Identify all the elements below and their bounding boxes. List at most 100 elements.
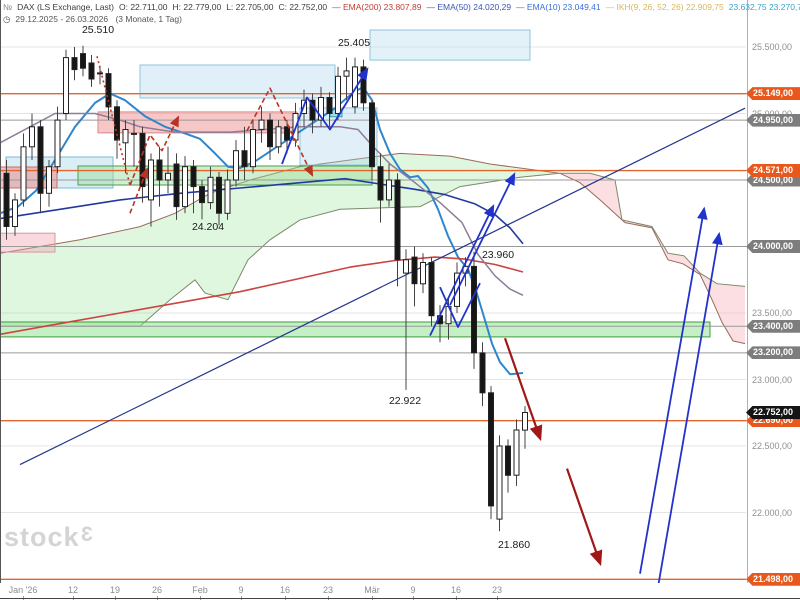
indicator-legend[interactable]: № DAX (LS Exchange, Last) O: 22.711,00 H: 2… (3, 2, 800, 12)
candle (275, 120, 282, 154)
watermark-digit: 3 (79, 523, 93, 546)
red-dashed-annotation (246, 87, 314, 177)
legend-item: — IKH(9, 26, 52, 26) 22.909,75 (605, 2, 724, 12)
band-green-lower (0, 321, 711, 338)
legend-item: — EMA(50) 24.020,29 (426, 2, 512, 12)
candle (139, 126, 146, 203)
red-dashed-annotation (96, 56, 131, 186)
interval-label: (3 Monate, 1 Tag) (115, 14, 182, 24)
red-dashed-annotation (129, 115, 180, 186)
chart-canvas[interactable]: 25.510 25.405 24.204 23.960 22.922 21.860 (0, 0, 747, 583)
price-tick-label: 22.000,00 (752, 507, 793, 518)
box-blue-top (369, 29, 531, 61)
kijun-line (0, 112, 524, 296)
candle (20, 133, 27, 207)
red-down-arrow (565, 468, 603, 567)
candle (80, 45, 86, 77)
candle (3, 160, 10, 240)
legend-item: № (3, 2, 13, 12)
blue-trend-arrow (281, 67, 369, 165)
stock3-watermark: stock3 (4, 522, 93, 552)
candle (182, 156, 188, 214)
trend-annotations[interactable] (96, 56, 723, 583)
box-blue-mid (139, 64, 336, 99)
candle (12, 193, 18, 236)
candle (326, 92, 333, 127)
candle (114, 100, 120, 159)
candle (233, 140, 239, 187)
candle (29, 113, 35, 160)
candle (216, 172, 222, 226)
blue-trend-arrow (657, 231, 723, 583)
candle (258, 106, 265, 143)
legend-item: H: 22.779,00 (172, 2, 222, 12)
candle (411, 246, 418, 307)
clock-icon: ◷ (3, 14, 11, 24)
candle (207, 166, 214, 210)
time-tick-label: 26 (151, 585, 163, 595)
candle (122, 120, 129, 174)
candle (488, 386, 494, 520)
legend-item: L: 22.705,00 (226, 2, 274, 12)
candle (267, 113, 273, 160)
candle (343, 57, 350, 101)
box-pink-left (0, 232, 56, 253)
candle (131, 120, 137, 167)
price-annotations: 25.510 25.405 24.204 23.960 22.922 21.860 (82, 24, 530, 551)
price-axis[interactable]: 25.500,00 25.000,00 23.500,00 23.000,00 22.5… (746, 0, 800, 586)
candle (88, 55, 95, 87)
candle (428, 257, 435, 327)
time-tick-label: 19 (109, 585, 121, 595)
candle (190, 160, 197, 214)
candle (335, 66, 341, 121)
legend-item: O: 22.711,00 (118, 2, 168, 12)
price-level-label: 22.752,00 (746, 405, 800, 419)
candle (369, 100, 375, 180)
price-annotation: 22.922 (389, 395, 421, 407)
legend-item: 23.632,75 23.270,75 23.660,25 22.752,00 (728, 2, 800, 12)
candle (46, 160, 52, 207)
red-down-arrow (503, 337, 543, 442)
legend-item: — EMA(10) 23.049,41 (516, 2, 601, 12)
candle (377, 153, 384, 223)
price-annotation: 23.960 (482, 249, 514, 261)
candle (360, 59, 367, 111)
blue-trend-arrow (639, 206, 708, 574)
candles (3, 45, 528, 532)
time-tick-label: 16 (450, 585, 462, 595)
timeframe-legend: ◷ 29.12.2025 - 26.03.2026 (3 Monate, 1 Ta… (3, 14, 187, 25)
candle (386, 164, 392, 207)
candle (54, 106, 61, 174)
candle (37, 120, 44, 214)
candle (352, 57, 358, 114)
price-tick-label: 22.500,00 (752, 441, 793, 451)
time-tick-label: 16 (279, 585, 291, 595)
candle (284, 120, 290, 154)
window-bottom-border (0, 598, 800, 599)
price-tick-label: 23.000,00 (752, 374, 793, 385)
candle (318, 86, 324, 127)
candle (513, 419, 520, 486)
price-tick-label: 25.500,00 (752, 42, 793, 52)
candle (241, 126, 248, 180)
candle (224, 169, 231, 220)
time-tick-label: Mär (364, 585, 380, 595)
price-level-label: 24.000,00 (746, 240, 800, 253)
candle (199, 180, 205, 220)
time-tick-label: 23 (491, 585, 503, 595)
candle (505, 439, 511, 493)
trendline-line (19, 107, 746, 466)
price-annotation: 24.204 (192, 221, 224, 233)
candle (403, 249, 409, 390)
legend-item: DAX (LS Exchange, Last) (17, 2, 114, 12)
candle (148, 153, 154, 227)
time-tick-label: 23 (322, 585, 334, 595)
price-annotation: 25.405 (338, 37, 370, 49)
price-annotation: 25.510 (82, 24, 114, 36)
date-range: 29.12.2025 - 26.03.2026 (15, 14, 109, 24)
candle (156, 146, 163, 207)
time-tick-label: 12 (67, 585, 79, 595)
legend-item: — EMA(200) 23.807,89 (332, 2, 422, 12)
time-tick-label: Feb (192, 585, 208, 595)
